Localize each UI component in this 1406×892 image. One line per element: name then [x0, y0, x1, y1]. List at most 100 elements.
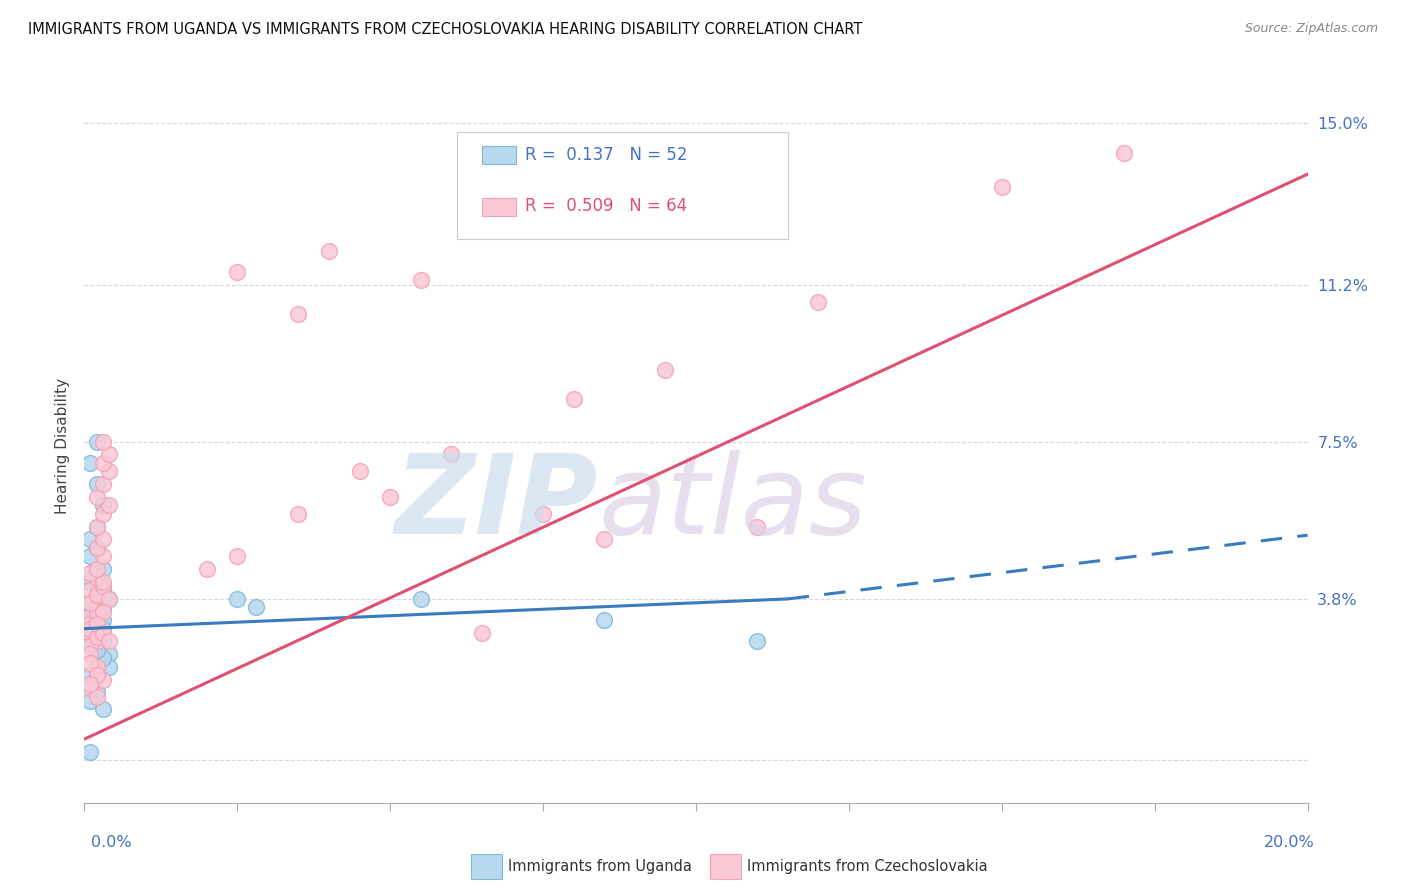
Point — [91, 626, 114, 640]
Point — [86, 477, 108, 491]
Point — [654, 362, 676, 376]
Point — [79, 639, 101, 653]
Point — [86, 668, 108, 682]
Point — [79, 634, 101, 648]
Point — [91, 651, 114, 665]
Y-axis label: Hearing Disability: Hearing Disability — [55, 378, 70, 514]
FancyBboxPatch shape — [482, 146, 516, 164]
Point — [91, 579, 114, 593]
Text: R =  0.137   N = 52: R = 0.137 N = 52 — [524, 146, 688, 164]
Point — [91, 702, 114, 716]
Point — [79, 566, 101, 581]
Point — [79, 549, 101, 564]
Point — [1234, 65, 1257, 79]
Point — [471, 626, 494, 640]
Point — [91, 507, 114, 521]
Point — [409, 591, 432, 606]
Point — [91, 477, 114, 491]
Point — [86, 588, 108, 602]
Point — [86, 630, 108, 644]
Point — [97, 634, 120, 648]
Text: Source: ZipAtlas.com: Source: ZipAtlas.com — [1244, 22, 1378, 36]
Point — [91, 591, 114, 606]
Point — [86, 685, 108, 699]
Text: Immigrants from Uganda: Immigrants from Uganda — [508, 859, 692, 873]
Point — [79, 571, 101, 585]
Point — [97, 647, 120, 661]
Point — [79, 677, 101, 691]
Point — [91, 549, 114, 564]
Text: 0.0%: 0.0% — [91, 836, 132, 850]
Point — [86, 588, 108, 602]
Point — [86, 668, 108, 682]
Point — [380, 490, 402, 504]
Point — [79, 596, 101, 610]
Point — [86, 519, 108, 533]
Point — [86, 605, 108, 619]
Point — [747, 519, 769, 533]
Point — [79, 694, 101, 708]
Point — [79, 583, 101, 598]
Point — [195, 562, 218, 576]
Point — [91, 622, 114, 636]
Point — [79, 668, 101, 682]
Point — [86, 600, 108, 615]
Text: atlas: atlas — [598, 450, 866, 557]
Point — [79, 608, 101, 623]
Point — [86, 608, 108, 623]
Point — [91, 634, 114, 648]
Point — [86, 541, 108, 555]
Point — [440, 448, 463, 462]
Point — [91, 434, 114, 449]
Point — [245, 600, 267, 615]
Point — [91, 533, 114, 547]
Point — [91, 600, 114, 615]
Point — [97, 499, 120, 513]
Point — [79, 745, 101, 759]
Point — [79, 656, 101, 670]
Point — [86, 434, 108, 449]
Point — [79, 456, 101, 470]
Point — [91, 613, 114, 627]
Point — [86, 634, 108, 648]
Point — [79, 622, 101, 636]
Point — [91, 605, 114, 619]
Point — [79, 617, 101, 632]
Point — [226, 591, 249, 606]
Point — [79, 626, 101, 640]
Point — [97, 465, 120, 479]
Point — [79, 613, 101, 627]
Point — [287, 307, 309, 321]
Point — [86, 571, 108, 585]
Text: Immigrants from Czechoslovakia: Immigrants from Czechoslovakia — [747, 859, 987, 873]
Point — [91, 591, 114, 606]
Point — [226, 549, 249, 564]
Point — [97, 591, 120, 606]
Point — [86, 617, 108, 632]
Point — [86, 608, 108, 623]
Text: 20.0%: 20.0% — [1264, 836, 1315, 850]
Point — [86, 579, 108, 593]
Point — [79, 622, 101, 636]
Point — [86, 519, 108, 533]
Point — [97, 591, 120, 606]
Point — [86, 613, 108, 627]
Point — [562, 392, 585, 407]
Point — [91, 673, 114, 687]
Text: ZIP: ZIP — [395, 450, 598, 557]
Text: IMMIGRANTS FROM UGANDA VS IMMIGRANTS FROM CZECHOSLOVAKIA HEARING DISABILITY CORR: IMMIGRANTS FROM UGANDA VS IMMIGRANTS FRO… — [28, 22, 862, 37]
Point — [91, 562, 114, 576]
Point — [86, 639, 108, 653]
Point — [91, 456, 114, 470]
Point — [86, 660, 108, 674]
Point — [226, 265, 249, 279]
Point — [287, 507, 309, 521]
Point — [86, 617, 108, 632]
Point — [91, 583, 114, 598]
Point — [91, 499, 114, 513]
Point — [409, 273, 432, 287]
Point — [79, 533, 101, 547]
Point — [97, 448, 120, 462]
Point — [91, 574, 114, 589]
Point — [86, 617, 108, 632]
